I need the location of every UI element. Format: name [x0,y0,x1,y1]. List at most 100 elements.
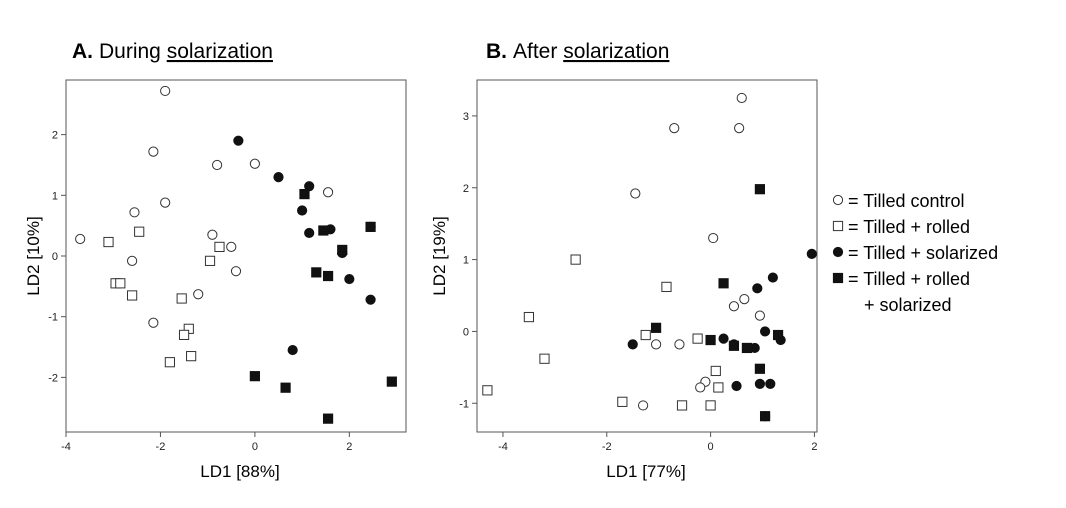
panel-b-point-open-square [640,329,651,341]
panel-b-y-tick-label: 3 [463,111,469,123]
panel-a-x-tick-label: -4 [61,441,71,453]
panel-a-point-open-circle [127,255,138,266]
panel-a-y-tick-label: -1 [48,312,58,324]
panel-b-point-filled-square [772,329,784,341]
panel-a-point-filled-circle [365,294,376,305]
legend-marker-filled-square [832,272,844,284]
panel-b-point-filled-square [728,340,740,351]
panel-b-point-filled-square [759,411,771,422]
panel-a-title-letter: A. [72,40,93,63]
panel-a-y-tick-label: 0 [52,251,58,263]
panel-b-point-filled-circle [718,333,729,344]
panel-a-point-open-square [127,290,138,301]
panel-a-point-open-circle [212,159,223,171]
panel-a-point-open-circle [129,207,140,218]
panel-b-point-filled-square [741,342,753,354]
panel-b-point-open-circle [708,232,719,244]
legend-label: = Tilled + solarized [848,243,998,263]
panel-b-point-open-square [710,365,721,377]
panel-b-point-open-square [705,400,716,411]
panel-b-point-filled-square [650,322,662,333]
panel-a-title-pre: During [99,40,167,63]
panel-b: B. After solarization -4 -2 0 2 -1 0 1 2 3 LD1 [7… [430,40,818,481]
panel-b-title-pre: After [513,40,563,63]
panel-b-point-open-circle [674,339,685,350]
legend-marker-open-circle [832,194,844,206]
panel-a-point-filled-circle [344,273,355,285]
panel-a-plot-frame [65,79,407,433]
panel-b-y-axis-label: LD2 [19%] [430,216,449,295]
legend-label: = Tilled + rolled [848,217,970,237]
panel-a-point-open-square [115,278,126,289]
panel-b-point-filled-square [705,334,716,346]
panel-b-point-open-circle [739,294,750,305]
panel-b-point-filled-circle [752,283,763,294]
panel-b-point-open-circle [638,400,649,411]
panel-a-y-axis-label: LD2 [10%] [24,216,43,295]
legend: = Tilled control = Tilled + rolled = Tille… [832,191,998,315]
panel-a-point-open-square [214,241,225,252]
legend-label: = Tilled + rolled [848,269,970,289]
panel-a-point-filled-square [386,376,397,387]
panel-b-ticks: -4 -2 0 2 -1 0 1 2 3 [459,111,817,453]
panel-b-point-open-square [617,396,628,407]
panel-a-point-filled-square [322,270,334,282]
panel-a-point-filled-square [311,267,322,278]
panel-b-point-open-square [661,281,672,292]
panel-a-x-tick-label: 2 [346,441,352,453]
panel-b-x-tick-label: -2 [602,441,612,453]
panel-b-point-open-circle [650,339,662,350]
legend-label: + solarized [864,295,952,315]
panel-b-x-axis-label: LD1 [77%] [606,462,685,481]
panel-a-point-filled-square [337,244,348,256]
panel-a-point-open-circle [322,187,334,198]
panel-a-point-filled-square [280,382,291,393]
panel-a-title-word: solarization [167,40,273,63]
panel-b-y-tick-label: 1 [463,255,469,267]
panel-b-point-filled-circle [767,272,778,283]
panel-a-point-open-circle [193,289,204,300]
panel-b-point-open-square [482,385,493,396]
panel-b-y-tick-label: 0 [463,326,469,338]
panel-b-point-open-circle [736,92,747,104]
panel-b-points [482,92,817,422]
panel-a-point-open-square [164,357,175,368]
panel-b-point-open-circle [728,301,740,312]
panel-a-point-filled-circle [304,227,315,239]
panel-a-point-open-circle [207,229,218,240]
legend-marker-filled-circle [832,246,844,258]
panel-b-point-open-square [523,311,535,323]
panel-b-point-filled-square [754,184,766,195]
legend-label: = Tilled control [848,191,965,211]
panel-b-point-open-square [713,382,724,393]
panel-a-point-open-square [134,226,145,237]
panel-a-point-filled-square [322,413,334,424]
panel-a-point-open-square [204,255,216,266]
panel-b-y-tick-label: 2 [463,183,469,195]
panel-b-point-filled-circle [759,326,771,337]
panel-b-point-open-circle [734,123,745,134]
panel-b-point-filled-square [754,363,766,374]
panel-a-point-open-square [178,329,190,340]
panel-a-point-filled-circle [233,135,244,146]
panel-b-title-letter: B. [486,40,507,63]
panel-a-point-open-square [103,236,114,248]
panel-a-title: A. During solarization [72,40,273,63]
panel-b-point-open-square [676,400,688,411]
panel-b-x-tick-label: 2 [811,441,817,453]
panel-a-point-open-circle [148,317,159,328]
panel-b-y-tick-label: -1 [459,398,469,410]
legend-marker-open-square [832,220,844,232]
panel-b-plot-frame [476,79,818,433]
panel-b-x-tick-label: 0 [708,441,714,453]
panel-a-x-tick-label: -2 [156,441,166,453]
panel-b-x-tick-label: -4 [498,441,508,453]
panel-a-point-open-circle [160,85,171,97]
panel-a-point-filled-square [299,188,310,200]
panel-b-point-filled-square [718,278,729,289]
panel-a-y-tick-label: -2 [48,372,58,384]
panel-a-y-tick-label: 1 [52,190,58,202]
panel-a-points [75,85,397,424]
panel-b-point-open-circle [695,382,706,393]
